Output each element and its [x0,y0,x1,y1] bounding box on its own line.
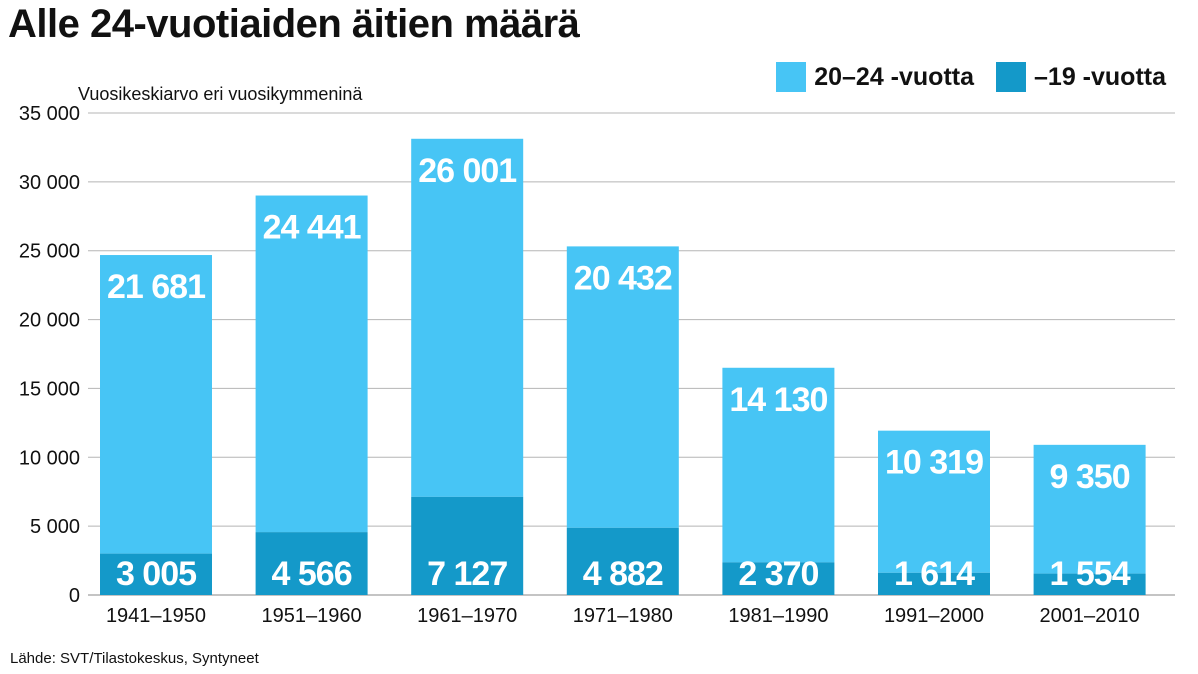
x-tick-label: 1961–1970 [417,605,517,627]
data-label-20-24: 9 350 [1050,458,1130,496]
x-tick-label: 1941–1950 [106,605,206,627]
bar-20-24 [100,255,212,554]
data-label-19: 7 127 [427,555,507,593]
bar-20-24 [411,138,524,497]
bar-19 [411,496,524,595]
y-tick-label: 5 000 [30,516,80,538]
legend-swatch-20-24 [776,62,807,92]
x-tick-label: 2001–2010 [1040,605,1140,627]
bar-20-24 [878,430,990,573]
data-label-20-24: 21 681 [107,268,205,306]
x-tick-label: 1991–2000 [884,605,984,627]
y-tick-label: 20 000 [19,310,80,332]
data-label-19: 1 614 [894,555,975,593]
y-tick-label: 15 000 [19,378,80,400]
data-label-19: 3 005 [116,555,196,593]
legend-label-20-24: 20–24 -vuotta [814,62,975,91]
y-tick-label: 25 000 [19,241,80,263]
y-tick-label: 0 [69,585,80,607]
chart-title: Alle 24-vuotiaiden äitien määrä [8,2,580,46]
data-label-20-24: 14 130 [729,381,827,419]
data-label-19: 2 370 [738,555,818,593]
data-label-20-24: 24 441 [263,209,361,247]
y-tick-label: 30 000 [19,172,80,194]
bar-19 [100,553,212,595]
data-label-19: 4 566 [272,555,352,593]
legend-item-20-24: 20–24 -vuotta [776,62,974,92]
bar-20-24 [1033,444,1146,574]
x-tick-label: 1981–1990 [728,605,828,627]
data-label-20-24: 10 319 [885,444,983,482]
bar-19 [878,572,990,595]
bar-20-24 [566,246,679,528]
bar-20-24 [255,195,368,533]
bar-19 [722,562,835,595]
bar-19 [566,527,679,595]
y-tick-label: 10 000 [19,447,80,469]
legend-swatch-19 [996,62,1027,92]
data-label-20-24: 26 001 [418,152,516,190]
bar-19 [255,532,368,595]
data-label-19: 4 882 [583,555,663,593]
bar-19 [1033,573,1146,595]
y-tick-label: 35 000 [19,103,80,125]
x-tick-label: 1951–1960 [262,605,362,627]
chart-subtitle: Vuosikeskiarvo eri vuosikymmeninä [78,84,363,104]
x-tick-label: 1971–1980 [573,605,673,627]
legend: 20–24 -vuotta –19 -vuotta [776,62,1166,92]
legend-label-19: –19 -vuotta [1034,62,1166,91]
source-note: Lähde: SVT/Tilastokeskus, Syntyneet [10,650,259,667]
legend-item-19: –19 -vuotta [996,62,1166,92]
data-label-19: 1 554 [1050,555,1131,593]
bar-20-24 [722,367,835,563]
data-label-20-24: 20 432 [574,259,672,297]
